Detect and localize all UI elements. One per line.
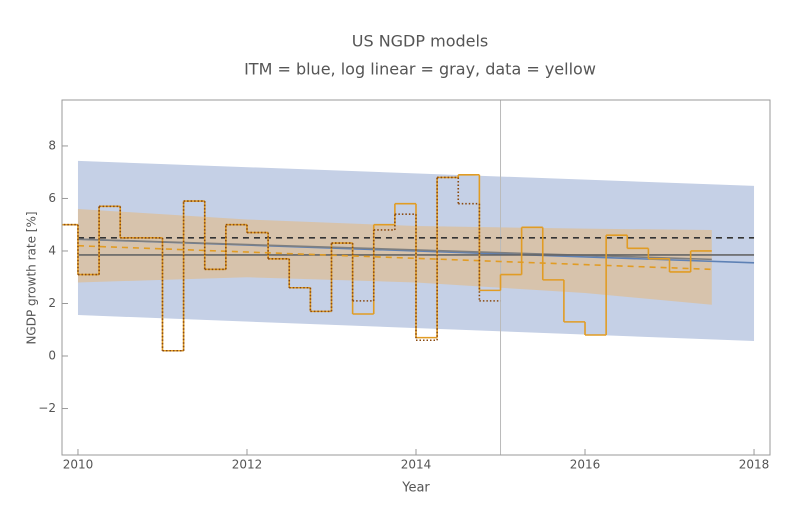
x-tick-label: 2010: [63, 458, 94, 472]
data-steps: [62, 176, 501, 352]
y-tick-label: 4: [48, 243, 56, 257]
x-tick-label: 2014: [401, 458, 432, 472]
plot-area: [62, 100, 755, 455]
y-tick-label: 8: [48, 138, 56, 152]
y-tick-label: 2: [48, 296, 56, 310]
y-tick-label: 6: [48, 191, 56, 205]
y-axis-label: NGDP growth rate [%]: [25, 211, 39, 344]
x-tick-label: 2012: [232, 458, 263, 472]
chart-title: US NGDP models: [352, 32, 489, 51]
x-tick-label: 2018: [739, 458, 770, 472]
x-axis-label: Year: [401, 481, 430, 496]
y-tick-label: 0: [48, 349, 56, 363]
chart-subtitle: ITM = blue, log linear = gray, data = ye…: [244, 60, 596, 79]
confidence-band: [77, 208, 712, 305]
y-tick-label: −2: [38, 401, 56, 415]
x-tick-label: 2016: [570, 458, 601, 472]
